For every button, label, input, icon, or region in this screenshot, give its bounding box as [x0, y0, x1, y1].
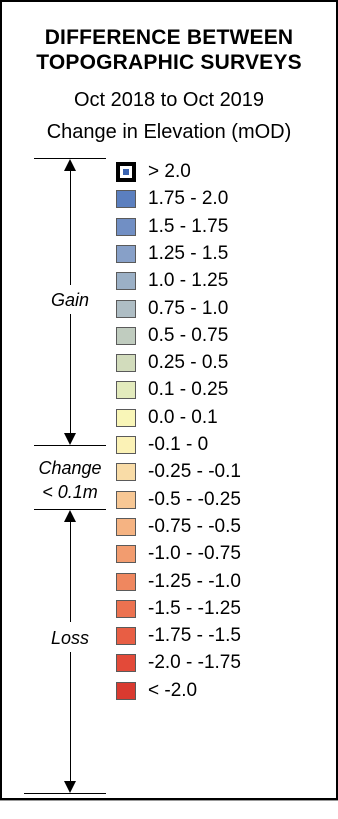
legend-label: 0.1 - 0.25 [148, 379, 229, 401]
legend-swatch [116, 381, 136, 400]
legend-item: 0.0 - 0.1 [116, 407, 218, 429]
legend-swatch [116, 326, 136, 345]
legend-item: 1.75 - 2.0 [116, 188, 228, 210]
legend-label: -2.0 - -1.75 [148, 652, 241, 674]
legend-label: -0.25 - -0.1 [148, 461, 241, 483]
title-line-2: TOPOGRAPHIC SURVEYS [36, 51, 302, 74]
legend-swatch [116, 272, 136, 291]
gain-arrow-up-icon [64, 159, 76, 171]
legend-swatch [116, 217, 136, 236]
legend-item: -1.75 - -1.5 [116, 625, 241, 647]
legend-item: -1.25 - -1.0 [116, 571, 241, 593]
legend-swatch [116, 627, 136, 646]
legend-item: -1.5 - -1.25 [116, 598, 241, 620]
legend-item: 0.75 - 1.0 [116, 298, 228, 320]
legend-item: 1.25 - 1.5 [116, 243, 228, 265]
gain-bottom-line [34, 445, 106, 446]
gain-arrow-down-icon [64, 433, 76, 445]
legend-item: 1.0 - 1.25 [116, 270, 228, 292]
legend-swatch [116, 681, 136, 700]
bottom-strip [0, 800, 338, 819]
change-label-line-1: Change [38, 458, 102, 478]
units-label: Change in Elevation (mOD) [46, 121, 292, 143]
gain-vertical-line-lower [70, 314, 71, 434]
legend-swatch [116, 463, 136, 482]
legend-swatch-fill [123, 169, 129, 175]
legend-label: < -2.0 [148, 679, 198, 701]
legend-swatch [116, 490, 136, 509]
legend-item: 0.5 - 0.75 [116, 325, 228, 347]
legend-item: -0.75 - -0.5 [116, 516, 241, 538]
legend-label: 0.25 - 0.5 [148, 352, 229, 374]
loss-vertical-line-upper [70, 522, 71, 622]
legend-label: -1.25 - -1.0 [148, 570, 241, 592]
gain-top-line [34, 158, 106, 159]
legend-swatch [116, 408, 136, 427]
legend-frame [0, 0, 338, 800]
legend-item: -0.1 - 0 [116, 434, 208, 456]
loss-arrow-up-icon [64, 510, 76, 522]
legend-swatch [116, 354, 136, 373]
legend-label: > 2.0 [148, 161, 191, 182]
gain-label: Gain [50, 290, 90, 310]
legend-label: 0.5 - 0.75 [148, 324, 229, 346]
legend-item: > 2.0 [116, 161, 191, 183]
legend-item: 1.5 - 1.75 [116, 216, 228, 238]
legend-swatch [116, 545, 136, 564]
legend-label: -1.5 - -1.25 [148, 597, 241, 619]
legend-swatch [116, 572, 136, 591]
legend-label: -1.0 - -0.75 [148, 543, 241, 565]
legend-label: 1.5 - 1.75 [148, 215, 229, 237]
legend-swatch [116, 517, 136, 536]
legend-label: 1.0 - 1.25 [148, 270, 229, 292]
legend-item: 0.25 - 0.5 [116, 352, 228, 374]
legend-swatch [116, 654, 136, 673]
gain-vertical-line-upper [70, 171, 71, 285]
date-range-subtitle: Oct 2018 to Oct 2019 [73, 89, 265, 111]
legend-label: -0.75 - -0.5 [148, 515, 241, 537]
loss-bottom-line [24, 793, 106, 794]
legend-swatch [116, 162, 136, 182]
legend-label: -0.5 - -0.25 [148, 488, 241, 510]
legend-label: 0.0 - 0.1 [148, 406, 218, 428]
change-label-line-2: < 0.1m [42, 482, 98, 502]
loss-top-line [34, 509, 106, 510]
legend-item: 0.1 - 0.25 [116, 379, 228, 401]
legend-label: -1.75 - -1.5 [148, 625, 241, 647]
legend-item: -0.25 - -0.1 [116, 461, 241, 483]
legend-label: -0.1 - 0 [148, 434, 209, 455]
loss-arrow-down-icon [64, 781, 76, 793]
title-line-1: DIFFERENCE BETWEEN [44, 26, 294, 49]
legend-swatch [116, 299, 136, 318]
legend-item: < -2.0 [116, 680, 197, 702]
legend-swatch [116, 599, 136, 618]
legend-swatch [116, 244, 136, 263]
legend-item: -1.0 - -0.75 [116, 543, 241, 565]
legend-label: 0.75 - 1.0 [148, 297, 229, 319]
legend-swatch [116, 190, 136, 209]
legend-item: -2.0 - -1.75 [116, 652, 241, 674]
legend-label: 1.75 - 2.0 [148, 188, 229, 210]
legend-swatch [116, 436, 136, 454]
loss-vertical-line-lower [70, 652, 71, 782]
loss-label: Loss [50, 628, 90, 648]
legend-label: 1.25 - 1.5 [148, 242, 229, 264]
legend-item: -0.5 - -0.25 [116, 489, 241, 511]
